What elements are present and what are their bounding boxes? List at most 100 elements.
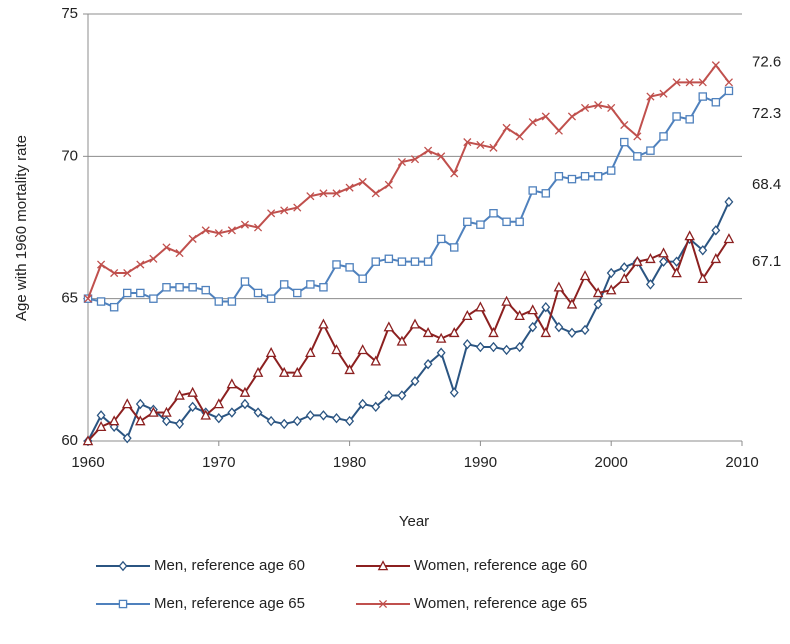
marker [240, 277, 250, 286]
marker [136, 288, 145, 298]
marker [620, 120, 629, 130]
marker [319, 189, 328, 198]
x-axis-label: Year [399, 513, 429, 530]
marker [424, 146, 433, 155]
marker [265, 346, 277, 358]
legend-marker [378, 599, 388, 609]
end-label: 68.4 [752, 176, 781, 193]
marker [645, 279, 655, 290]
marker [502, 217, 511, 227]
marker [672, 112, 681, 121]
marker [253, 288, 263, 298]
legend-item: Men, reference age 65 [96, 595, 305, 612]
marker [371, 401, 381, 413]
x-tick-label: 1980 [333, 454, 366, 471]
marker [332, 413, 341, 424]
end-label: 72.6 [752, 53, 781, 70]
marker [109, 302, 119, 312]
marker [436, 234, 446, 244]
marker [345, 415, 355, 427]
marker [593, 299, 603, 310]
marker [344, 364, 355, 375]
marker [240, 398, 250, 410]
marker [318, 318, 329, 329]
marker [566, 298, 578, 309]
marker [188, 234, 197, 243]
marker [435, 332, 447, 343]
marker [123, 268, 132, 278]
marker [463, 217, 472, 227]
marker [110, 268, 119, 278]
marker [449, 243, 459, 252]
legend-marker [377, 560, 389, 571]
marker [554, 126, 563, 135]
marker [450, 169, 459, 178]
marker [213, 398, 225, 409]
marker [253, 407, 263, 418]
marker [515, 132, 524, 141]
y-tick-label: 65 [61, 290, 78, 307]
x-tick-label: 1970 [202, 454, 235, 471]
marker [227, 407, 237, 418]
marker [684, 230, 695, 241]
marker [278, 366, 290, 377]
marker [371, 257, 381, 266]
marker [292, 366, 303, 377]
marker [475, 341, 485, 353]
marker [384, 180, 393, 189]
marker [332, 189, 341, 198]
marker [710, 253, 722, 264]
marker [711, 61, 720, 70]
marker [698, 78, 707, 87]
marker [515, 217, 524, 227]
marker [279, 418, 289, 430]
marker [659, 89, 668, 98]
marker [252, 366, 264, 377]
marker [162, 243, 171, 252]
marker [711, 225, 721, 236]
marker [305, 410, 315, 421]
marker [685, 115, 694, 124]
marker [253, 223, 263, 232]
marker [437, 152, 446, 161]
marker [306, 192, 315, 201]
marker [370, 355, 382, 366]
marker [371, 189, 380, 198]
legend-marker [118, 599, 128, 609]
legend-marker [118, 560, 128, 572]
marker [619, 272, 630, 283]
x-tick-label: 2010 [725, 454, 758, 471]
marker [280, 206, 289, 215]
marker [148, 406, 159, 417]
marker [162, 415, 171, 427]
marker [606, 166, 616, 175]
marker [384, 390, 394, 401]
marker [292, 415, 302, 427]
marker [554, 172, 564, 181]
marker [423, 257, 433, 266]
marker [594, 101, 603, 110]
legend-item: Women, reference age 60 [356, 557, 587, 574]
marker [410, 155, 420, 164]
end-label: 67.1 [752, 253, 781, 270]
marker [358, 274, 367, 283]
marker [175, 249, 184, 258]
marker [488, 327, 499, 338]
marker [383, 321, 395, 332]
marker [410, 376, 420, 387]
marker [541, 302, 551, 313]
marker [409, 318, 421, 329]
marker [239, 386, 251, 397]
marker [672, 78, 681, 87]
marker [136, 260, 145, 269]
marker [188, 283, 197, 292]
marker [436, 347, 446, 358]
marker [462, 339, 472, 350]
marker [449, 387, 459, 398]
marker [607, 103, 616, 112]
marker [200, 409, 211, 420]
marker [541, 189, 551, 198]
marker [567, 174, 577, 184]
marker [554, 321, 564, 333]
